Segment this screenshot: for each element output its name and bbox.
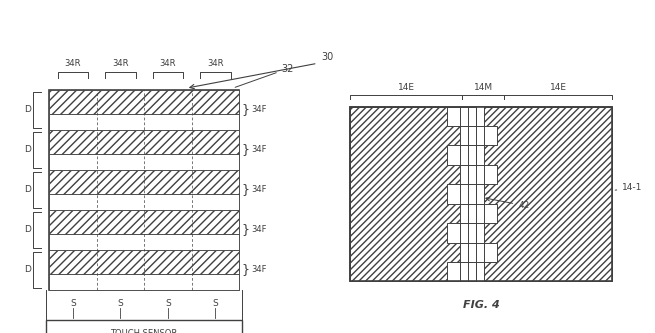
Bar [49,234,239,250]
Text: D: D [24,225,31,234]
Bar [350,107,460,281]
Text: S: S [212,298,218,308]
Text: 30: 30 [321,52,333,62]
Bar [49,90,239,290]
Bar [49,114,239,130]
Text: }: } [242,263,250,276]
Text: D: D [24,145,31,155]
Polygon shape [468,204,497,223]
Text: 34R: 34R [112,59,128,68]
Polygon shape [468,242,497,262]
Bar [49,194,239,210]
Polygon shape [468,126,497,146]
Polygon shape [468,165,497,184]
Bar [350,107,460,281]
Text: 34R: 34R [65,59,81,68]
Text: 32: 32 [235,64,294,87]
Bar [350,107,612,281]
Polygon shape [447,146,476,165]
Text: }: } [242,223,250,236]
Text: }: } [242,183,250,196]
Bar [49,90,239,114]
Text: S: S [70,298,76,308]
Bar [484,107,612,281]
Bar [460,107,484,281]
Text: D: D [24,185,31,194]
Text: 34F: 34F [251,145,267,155]
Text: 34R: 34R [207,59,223,68]
Polygon shape [447,223,476,242]
Text: 34F: 34F [251,105,267,115]
Text: }: } [242,143,250,157]
Bar [49,130,239,154]
Bar [49,170,239,194]
Text: S: S [117,298,123,308]
Bar [49,154,239,170]
Text: D: D [24,105,31,115]
Bar [49,210,239,234]
Bar [46,320,242,333]
Text: 34F: 34F [251,225,267,234]
Polygon shape [447,107,476,126]
Text: 14E: 14E [550,83,567,92]
Text: 34F: 34F [251,185,267,194]
Text: 42: 42 [486,197,529,210]
Bar [350,107,612,281]
Text: S: S [165,298,171,308]
Text: 14M: 14M [474,83,493,92]
Text: 34F: 34F [251,265,267,274]
Text: }: } [242,103,250,117]
Bar [484,107,612,281]
Polygon shape [447,262,476,281]
Bar [49,274,239,290]
Text: TOUCH SENSOR: TOUCH SENSOR [111,328,178,333]
Text: 36: 36 [0,332,1,333]
Text: 14E: 14E [398,83,415,92]
Text: D: D [24,265,31,274]
Text: 34R: 34R [160,59,176,68]
Polygon shape [447,184,476,204]
Text: FIG. 4: FIG. 4 [463,300,500,310]
Text: 14-1: 14-1 [615,183,643,192]
Bar [468,107,476,281]
Bar [49,250,239,274]
